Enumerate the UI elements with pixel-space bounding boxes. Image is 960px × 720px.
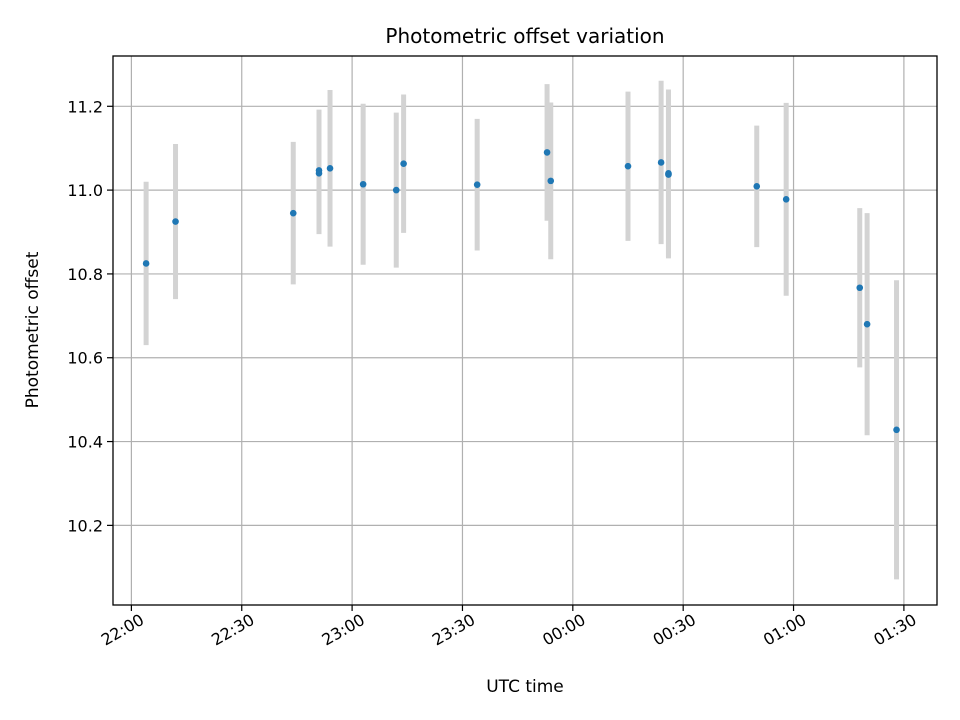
data-point (326, 165, 334, 172)
data-point (172, 218, 179, 225)
y-tick-label: 10.4 (67, 433, 103, 452)
y-tick-label: 10.6 (67, 349, 103, 368)
chart-title: Photometric offset variation (385, 24, 664, 48)
data-point (289, 209, 297, 217)
data-point (657, 159, 665, 166)
data-point (665, 171, 672, 178)
y-tick-label: 11.2 (67, 97, 103, 116)
plot-frame (112, 55, 938, 606)
y-tick-label: 11.0 (67, 181, 103, 200)
data-point (315, 167, 323, 174)
data-point (473, 181, 481, 188)
y-tick-label: 10.8 (67, 265, 103, 284)
data-point (547, 177, 555, 185)
data-point (359, 180, 367, 188)
y-axis-ticks: 10.2 10.4 10.6 10.8 11.0 11.2 (67, 97, 113, 535)
data-point (392, 186, 400, 194)
data-point (624, 162, 632, 170)
data-point (543, 149, 551, 156)
y-tick-label: 10.2 (67, 516, 103, 535)
data-point (893, 426, 900, 434)
grid-lines (113, 56, 937, 605)
data-point (856, 284, 864, 292)
data-point (142, 260, 150, 267)
data-point (782, 196, 790, 203)
data-point (863, 320, 871, 328)
data-points (142, 149, 900, 434)
y-axis-label: Photometric offset (23, 251, 43, 408)
x-axis-label: UTC time (486, 677, 564, 697)
data-point (400, 160, 407, 168)
data-point (753, 183, 761, 190)
